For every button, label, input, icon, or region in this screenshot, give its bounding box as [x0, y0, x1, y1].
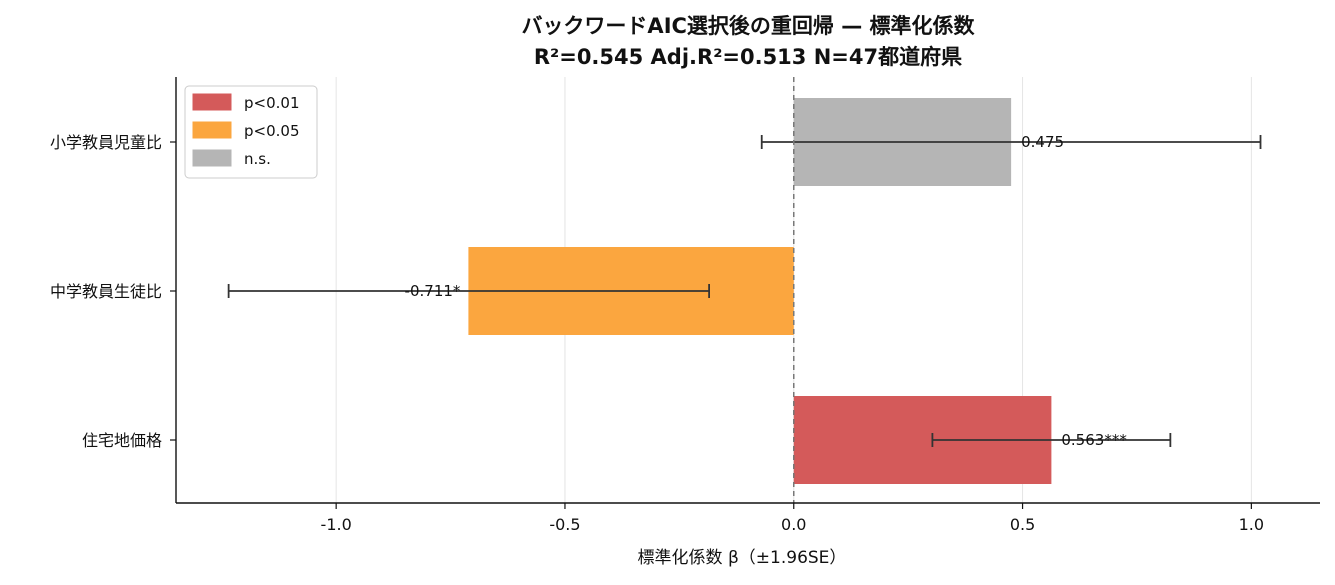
legend: p<0.01 p<0.05 n.s.	[184, 85, 318, 179]
error-bars	[227, 135, 1262, 447]
bar-value-label: -0.711*	[405, 282, 461, 300]
legend-label: p<0.05	[244, 122, 300, 140]
x-tick-label: 0.5	[1010, 515, 1035, 534]
x-ticks: -1.0 -0.5 0.0 0.5 1.0	[321, 503, 1264, 534]
legend-swatch	[192, 149, 232, 167]
legend-label: p<0.01	[244, 94, 300, 112]
legend-label: n.s.	[244, 150, 271, 168]
x-tick-label: -0.5	[549, 515, 580, 534]
legend-swatch	[192, 121, 232, 139]
y-category-label: 住宅地価格	[82, 431, 162, 450]
data-labels: 0.475 -0.711* 0.563***	[405, 133, 1128, 449]
legend-swatch	[192, 93, 232, 111]
bar-value-label: 0.563***	[1061, 431, 1127, 449]
x-tick-label: -1.0	[321, 515, 352, 534]
bar-value-label: 0.475	[1021, 133, 1064, 151]
y-category-label: 小学教員児童比	[50, 133, 162, 152]
chart-title-line1: バックワードAIC選択後の重回帰 — 標準化係数	[521, 14, 975, 38]
x-axis-label: 標準化係数 β（±1.96SE）	[638, 548, 847, 568]
y-category-label: 中学教員生徒比	[50, 282, 162, 301]
x-tick-label: 1.0	[1239, 515, 1264, 534]
x-tick-label: 0.0	[781, 515, 806, 534]
chart-title-line2: R²=0.545 Adj.R²=0.513 N=47都道府県	[534, 45, 962, 69]
